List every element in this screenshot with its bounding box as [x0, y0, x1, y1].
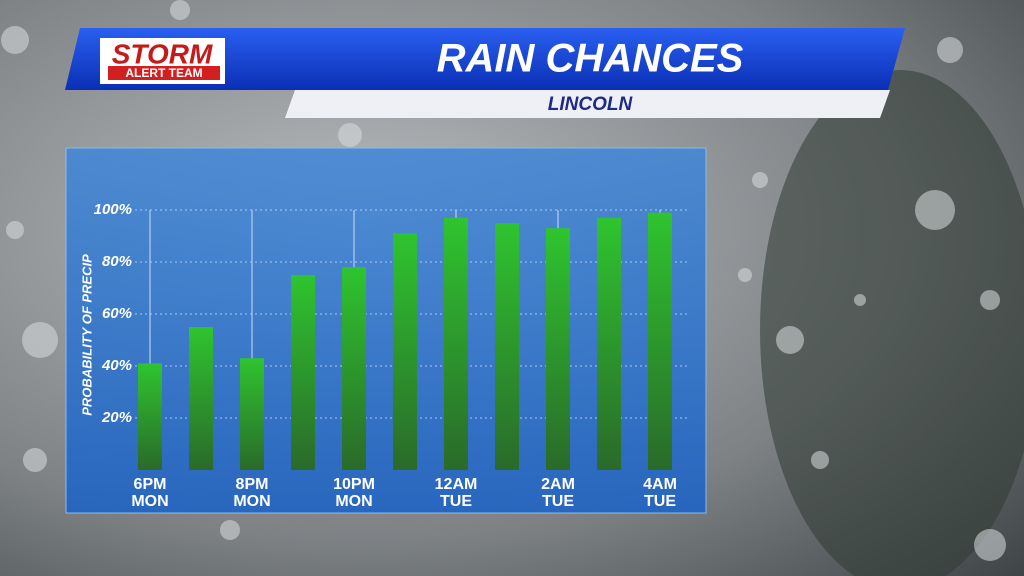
bar [444, 217, 468, 470]
x-tick-label: 6PM MON [131, 476, 169, 510]
y-axis-label: PROBABILITY OF PRECIP [79, 254, 94, 416]
bar [342, 267, 366, 470]
chart-title: RAIN CHANCES [437, 37, 744, 81]
x-tick-label: 10PM MON [333, 476, 375, 510]
bar [393, 233, 417, 470]
bar [597, 217, 621, 470]
y-tick-label: 100% [94, 201, 132, 218]
logo-strip [108, 66, 220, 80]
logo-line1: STORM [112, 38, 213, 69]
y-tick-label: 60% [102, 305, 132, 322]
bar [189, 327, 213, 470]
x-tick-label: 8PM MON [233, 476, 271, 510]
tree-blur [760, 70, 1024, 576]
x-tick-label: 4AM TUE [643, 476, 677, 510]
title-banner [65, 28, 905, 90]
raindrops [1, 0, 1006, 561]
bar [240, 358, 264, 470]
chart-subtitle: LINCOLN [548, 94, 634, 115]
x-tick-label: 12AM TUE [434, 476, 478, 510]
y-tick-label: 80% [102, 253, 132, 270]
logo-line2: ALERT TEAM [125, 66, 202, 80]
x-tick-label: 2AM TUE [541, 476, 575, 510]
bar [138, 363, 162, 470]
bar [291, 275, 315, 470]
y-tick-label: 20% [101, 409, 132, 426]
bar [648, 212, 672, 470]
subtitle-banner [285, 90, 890, 118]
bar [546, 228, 570, 470]
y-tick-label: 40% [101, 357, 132, 374]
bar [495, 223, 519, 470]
